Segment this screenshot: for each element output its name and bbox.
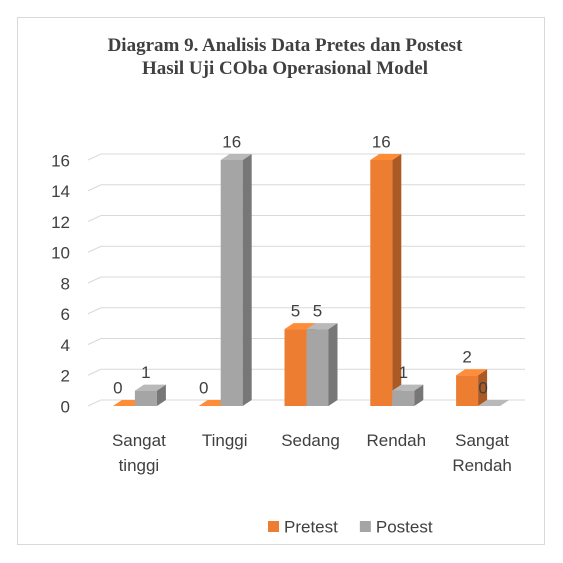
data-label: 5 [291,302,300,321]
bar-face [284,323,316,330]
y-tick-label: 12 [51,213,70,232]
x-tick-label: Rendah [366,431,427,450]
bar [478,400,510,406]
bar [134,384,166,406]
bar [392,384,424,406]
bar-face [220,160,243,406]
data-label: 16 [372,132,391,151]
bar [306,323,338,406]
bar-face [478,400,510,406]
bar-face [456,375,479,406]
bar-face [134,384,166,391]
y-tick-label: 8 [61,274,70,293]
bar-face [456,369,488,376]
data-label: 5 [313,302,322,321]
bar-face [370,160,393,406]
chart-title: Diagram 9. Analisis Data Pretes dan Post… [107,35,463,79]
x-tick-label: Tinggi [201,431,248,450]
y-tick-label: 14 [51,182,70,201]
y-tick-label: 2 [61,367,70,386]
data-label: 0 [113,378,122,397]
bar-face [478,369,488,406]
data-label: 0 [199,378,208,397]
legend-label: Postest [376,517,433,536]
bar-face [392,384,424,391]
y-tick-label: 6 [61,305,70,324]
legend-swatch [268,521,279,532]
bar-face [220,154,252,160]
bar-face [392,390,415,406]
bar [456,369,488,406]
bar-face [306,323,338,330]
x-tick-label: Sangat Rendah [452,431,512,475]
data-label: 1 [141,363,150,382]
legend-label: Pretest [284,517,338,536]
y-tick-label: 0 [61,397,70,416]
bar-face [306,329,329,406]
chart-border [17,17,545,545]
data-label: 16 [222,132,241,151]
y-tick-label: 16 [51,151,70,170]
y-tick-label: 4 [61,336,70,355]
bar-face [370,154,402,160]
data-label: 1 [399,363,408,382]
bar-face [242,154,252,406]
legend-swatch [359,521,371,532]
bar-face [328,323,338,406]
bar-face [284,329,307,406]
bar-face [414,384,424,406]
bar-face [392,154,402,406]
bar [220,154,252,406]
data-label: 0 [478,378,487,397]
bar-face [156,384,166,406]
bar-face [134,390,157,406]
y-tick-label: 10 [51,244,70,263]
bar [370,154,402,406]
x-tick-label: Sedang [281,431,340,450]
data-label: 2 [462,348,471,367]
x-tick-label: Sangat tinggi [111,431,166,475]
